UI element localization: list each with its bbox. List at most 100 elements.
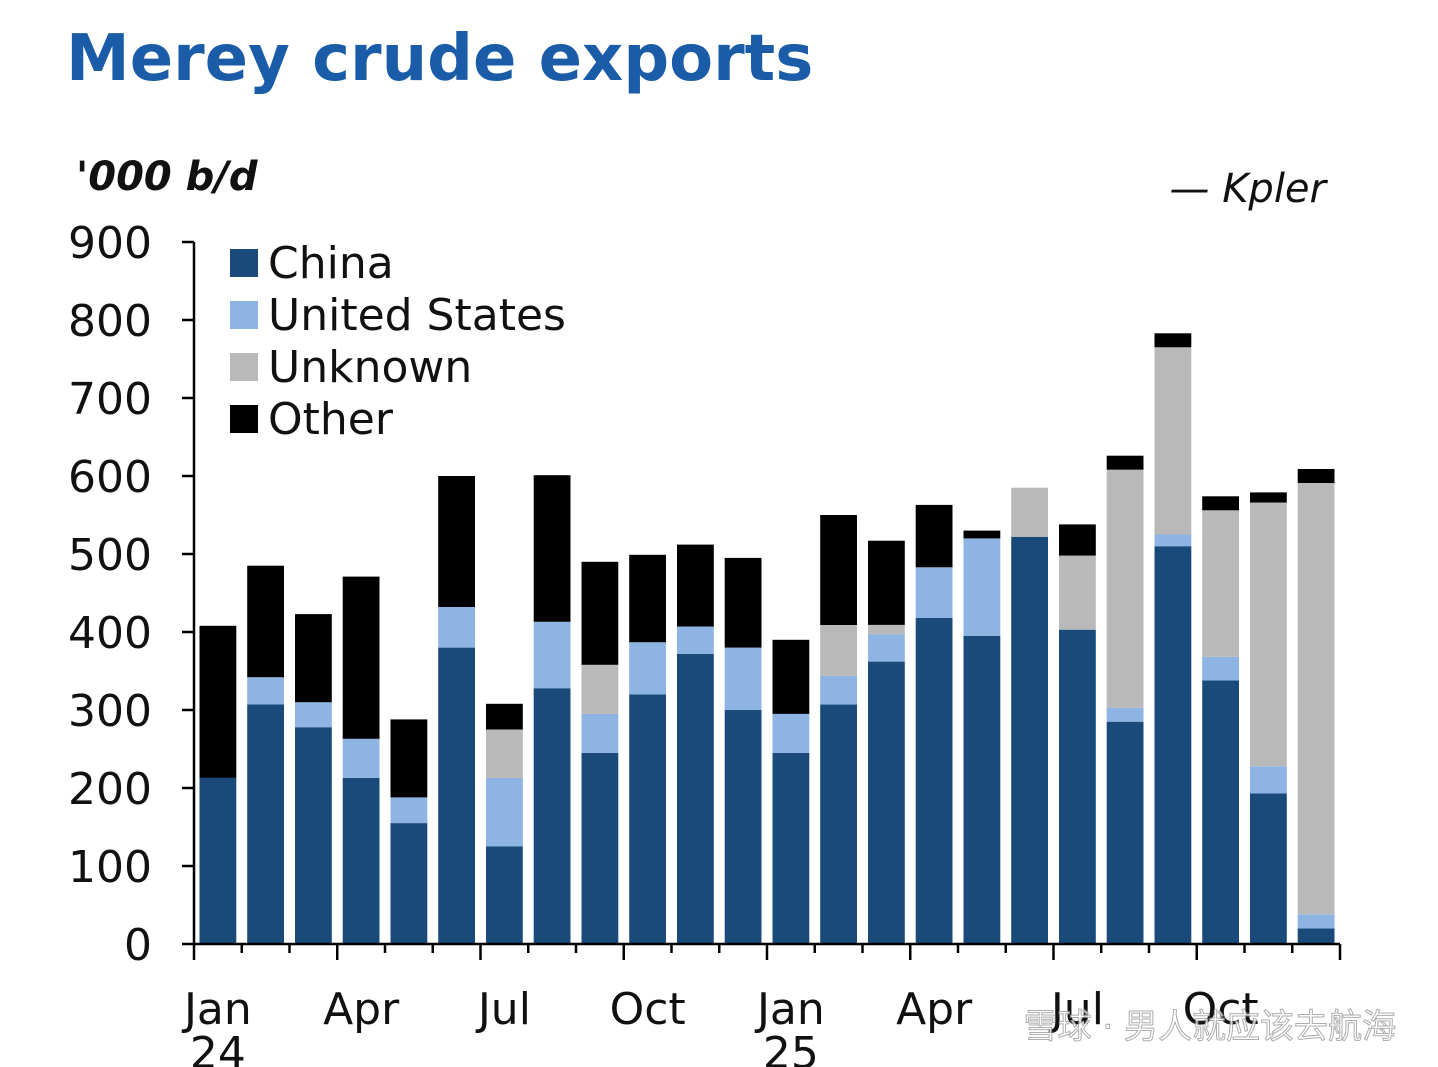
legend-label-unknown: Unknown (268, 342, 472, 393)
y-tick-label-600: 600 (68, 452, 152, 503)
bar-segment-other-16 (963, 530, 1001, 539)
bar-segment-china-7 (533, 688, 571, 944)
y-tick-label-200: 200 (68, 764, 152, 815)
bar-segment-united-states-9 (629, 642, 666, 695)
bar-segment-china-22 (1250, 793, 1287, 944)
x-tick-label-9: Oct (610, 984, 686, 1035)
bar-segment-unknown-6 (486, 729, 523, 778)
bar-segment-china-17 (1011, 536, 1048, 944)
legend-label-other: Other (268, 394, 394, 445)
bar-segment-united-states-20 (1154, 534, 1192, 547)
x-tick-label-12: Jan 25 (754, 984, 825, 1067)
bar-segment-other-20 (1154, 333, 1192, 348)
bar-segment-unknown-18 (1059, 555, 1096, 630)
bar-segment-united-states-2 (295, 702, 332, 728)
bar-segment-unknown-20 (1154, 347, 1192, 535)
y-tick-label-100: 100 (68, 842, 152, 893)
bar-segment-other-12 (772, 639, 810, 714)
bar-segment-other-3 (342, 576, 380, 739)
bar-segment-china-1 (247, 704, 284, 944)
bar-segment-unknown-23 (1297, 483, 1335, 915)
x-tick-label-15: Apr (896, 984, 973, 1035)
bar-segment-united-states-15 (915, 567, 953, 618)
bar-segment-other-0 (199, 625, 237, 778)
bar-segment-united-states-16 (963, 538, 1001, 636)
x-tick-label-3: Apr (323, 984, 400, 1035)
bar-segment-china-2 (295, 727, 332, 944)
bar-segment-united-states-1 (247, 677, 284, 705)
legend-swatch-other (230, 405, 258, 433)
bar-segment-china-23 (1297, 928, 1335, 944)
bar-segment-united-states-11 (724, 647, 762, 710)
bar-segment-china-12 (772, 752, 810, 944)
bar-segment-china-13 (820, 704, 857, 944)
bar-segment-other-6 (486, 703, 523, 730)
bar-segment-united-states-22 (1250, 766, 1287, 794)
bar-segment-united-states-21 (1202, 657, 1239, 681)
bar-segment-china-6 (486, 846, 523, 944)
watermark-text: 雪球 · 男人就应该去航海 (1024, 1007, 1396, 1047)
bar-segment-unknown-14 (868, 625, 905, 635)
bar-segment-united-states-7 (533, 621, 571, 689)
bar-segment-united-states-5 (438, 607, 475, 648)
bar-segment-other-22 (1250, 492, 1287, 503)
bar-segment-china-14 (868, 661, 905, 944)
bar-segment-china-16 (963, 635, 1001, 944)
axes-group: 0 100 200 300 400 500 600 700 800 900 Jan 24 Apr Jul O… (68, 218, 1342, 1067)
y-tick-label-500: 500 (68, 530, 152, 581)
bar-segment-other-23 (1297, 469, 1335, 483)
bar-segment-other-18 (1059, 524, 1096, 556)
bar-segment-china-11 (724, 710, 762, 944)
bar-segment-unknown-13 (820, 625, 857, 676)
bar-segment-china-0 (199, 777, 237, 944)
bar-segment-other-9 (629, 554, 666, 643)
y-tick-label-300: 300 (68, 686, 152, 737)
bar-segment-unknown-19 (1106, 469, 1144, 708)
bar-segment-united-states-4 (390, 797, 428, 824)
bar-segment-other-5 (438, 476, 475, 607)
y-tick-label-0: 0 (124, 920, 152, 971)
bar-segment-china-4 (390, 823, 428, 944)
bar-segment-united-states-8 (581, 713, 619, 753)
y-tick-label-800: 800 (68, 296, 152, 347)
bar-segment-unknown-17 (1011, 487, 1048, 537)
bar-segment-united-states-23 (1297, 914, 1335, 929)
bar-segment-china-20 (1154, 546, 1192, 944)
y-tick-label-700: 700 (68, 374, 152, 425)
bar-segment-china-3 (342, 777, 380, 944)
bar-segment-china-18 (1059, 629, 1096, 944)
bar-segment-china-5 (438, 647, 475, 944)
bar-segment-other-2 (295, 614, 332, 703)
bar-segment-other-10 (677, 544, 714, 627)
bar-segment-other-8 (581, 561, 619, 665)
y-tick-label-900: 900 (68, 218, 152, 269)
x-tick-label-18: Jul (1048, 984, 1104, 1035)
bar-segment-unknown-22 (1250, 502, 1287, 767)
bar-segment-china-10 (677, 653, 714, 944)
legend-label-united-states: United States (268, 290, 566, 341)
bar-segment-china-15 (915, 618, 953, 944)
source-label: — Kpler (1169, 166, 1328, 212)
bar-segment-other-11 (724, 557, 762, 648)
bar-segment-united-states-13 (820, 675, 857, 705)
bar-segment-other-7 (533, 475, 571, 622)
bar-segment-china-8 (581, 752, 619, 944)
bar-segment-unknown-21 (1202, 510, 1239, 657)
bar-segment-other-13 (820, 515, 857, 625)
x-tick-label-21: Oct (1183, 984, 1259, 1035)
legend-swatch-china (230, 249, 258, 277)
bar-segment-china-21 (1202, 680, 1239, 944)
y-tick-label-400: 400 (68, 608, 152, 659)
bar-segment-china-9 (629, 694, 666, 944)
legend-swatch-unknown (230, 353, 258, 381)
bar-segment-other-1 (247, 565, 284, 678)
bar-segment-other-14 (868, 540, 905, 625)
bar-segment-united-states-12 (772, 713, 810, 753)
legend-label-china: China (268, 238, 394, 289)
bar-segment-united-states-6 (486, 777, 523, 847)
x-tick-label-6: Jul (475, 984, 531, 1035)
bar-segment-united-states-10 (677, 626, 714, 654)
bar-segment-other-4 (390, 719, 428, 798)
